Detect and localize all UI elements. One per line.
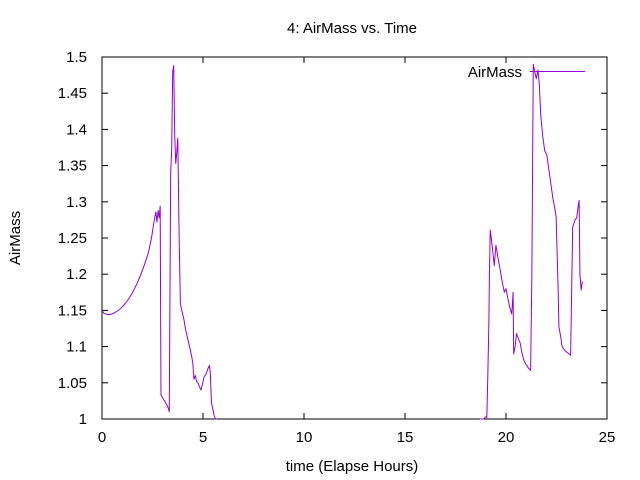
y-tick-label: 1 (79, 411, 87, 428)
x-tick-label: 15 (397, 429, 414, 446)
x-axis-title: time (Elapse Hours) (286, 458, 419, 475)
y-tick-label: 1.4 (66, 121, 87, 138)
y-tick-label: 1.15 (58, 302, 87, 319)
series-layer (101, 63, 583, 420)
y-tick-label: 1.45 (58, 85, 87, 102)
series-line-airmass-segment-1 (101, 65, 218, 420)
y-tick-label: 1.2 (66, 266, 87, 283)
y-axis-title: AirMass (7, 211, 24, 265)
x-tick-label: 20 (498, 429, 515, 446)
y-tick-label: 1.35 (58, 158, 87, 175)
series-line-airmass-segment-2 (479, 63, 583, 420)
y-tick-label: 1.3 (66, 194, 87, 211)
legend: AirMass (468, 64, 585, 81)
y-tick-label: 1.25 (58, 230, 87, 247)
y-tick-label: 1.1 (66, 339, 87, 356)
x-tick-label: 0 (98, 429, 106, 446)
legend-label-airmass: AirMass (468, 64, 522, 81)
plot-frame (101, 56, 608, 420)
chart-title: 4: AirMass vs. Time (287, 20, 417, 37)
y-tick-label: 1.5 (66, 49, 87, 66)
y-axis-ticks: 1 1.05 1.1 1.15 1.2 1.25 1.3 1.35 1.4 1.45 1.5 (58, 49, 607, 428)
x-tick-label: 5 (199, 429, 207, 446)
x-tick-label: 10 (296, 429, 313, 446)
x-tick-label: 25 (599, 429, 616, 446)
x-axis-ticks: 0 5 10 15 20 25 (98, 57, 616, 446)
y-tick-label: 1.05 (58, 375, 87, 392)
